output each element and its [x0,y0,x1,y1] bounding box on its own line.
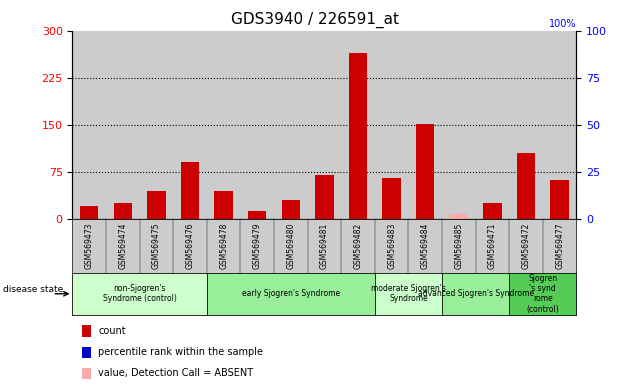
Text: GSM569485: GSM569485 [454,222,463,269]
Bar [382,178,401,219]
Bar [416,124,435,219]
Text: percentile rank within the sample: percentile rank within the sample [98,347,263,358]
Text: moderate Sjogren's
Syndrome: moderate Sjogren's Syndrome [371,284,446,303]
Bar [483,203,501,219]
Bar [147,191,166,219]
Text: GSM569476: GSM569476 [186,222,195,269]
Text: GSM569475: GSM569475 [152,222,161,269]
Text: GSM569472: GSM569472 [522,222,530,269]
Text: GSM569480: GSM569480 [287,222,295,269]
Text: value, Detection Call = ABSENT: value, Detection Call = ABSENT [98,368,253,379]
Text: GSM569479: GSM569479 [253,222,261,269]
Bar [80,206,98,219]
Text: count: count [98,326,126,336]
Text: early Sjogren's Syndrome: early Sjogren's Syndrome [242,289,340,298]
Bar [113,203,132,219]
Bar [450,214,468,219]
Text: GSM569482: GSM569482 [353,223,362,269]
Text: disease state: disease state [3,285,64,295]
Bar [214,191,233,219]
Text: GSM569471: GSM569471 [488,222,497,269]
Text: non-Sjogren's
Syndrome (control): non-Sjogren's Syndrome (control) [103,284,176,303]
Bar [248,211,266,219]
Text: Sjogren
's synd
rome
(control): Sjogren 's synd rome (control) [527,274,559,314]
Bar [282,200,300,219]
Text: GSM569478: GSM569478 [219,222,228,269]
Text: GSM569473: GSM569473 [85,222,94,269]
Text: GSM569481: GSM569481 [320,223,329,269]
Text: GSM569477: GSM569477 [555,222,564,269]
Text: GSM569474: GSM569474 [118,222,127,269]
Bar [517,153,536,219]
Text: GSM569484: GSM569484 [421,222,430,269]
Bar [551,180,569,219]
Text: GDS3940 / 226591_at: GDS3940 / 226591_at [231,12,399,28]
Bar [315,175,334,219]
Text: GSM569483: GSM569483 [387,222,396,269]
Text: 100%: 100% [549,19,576,29]
Bar [349,53,367,219]
Text: advanced Sjogren's Syndrome: advanced Sjogren's Syndrome [418,289,534,298]
Bar [181,162,199,219]
